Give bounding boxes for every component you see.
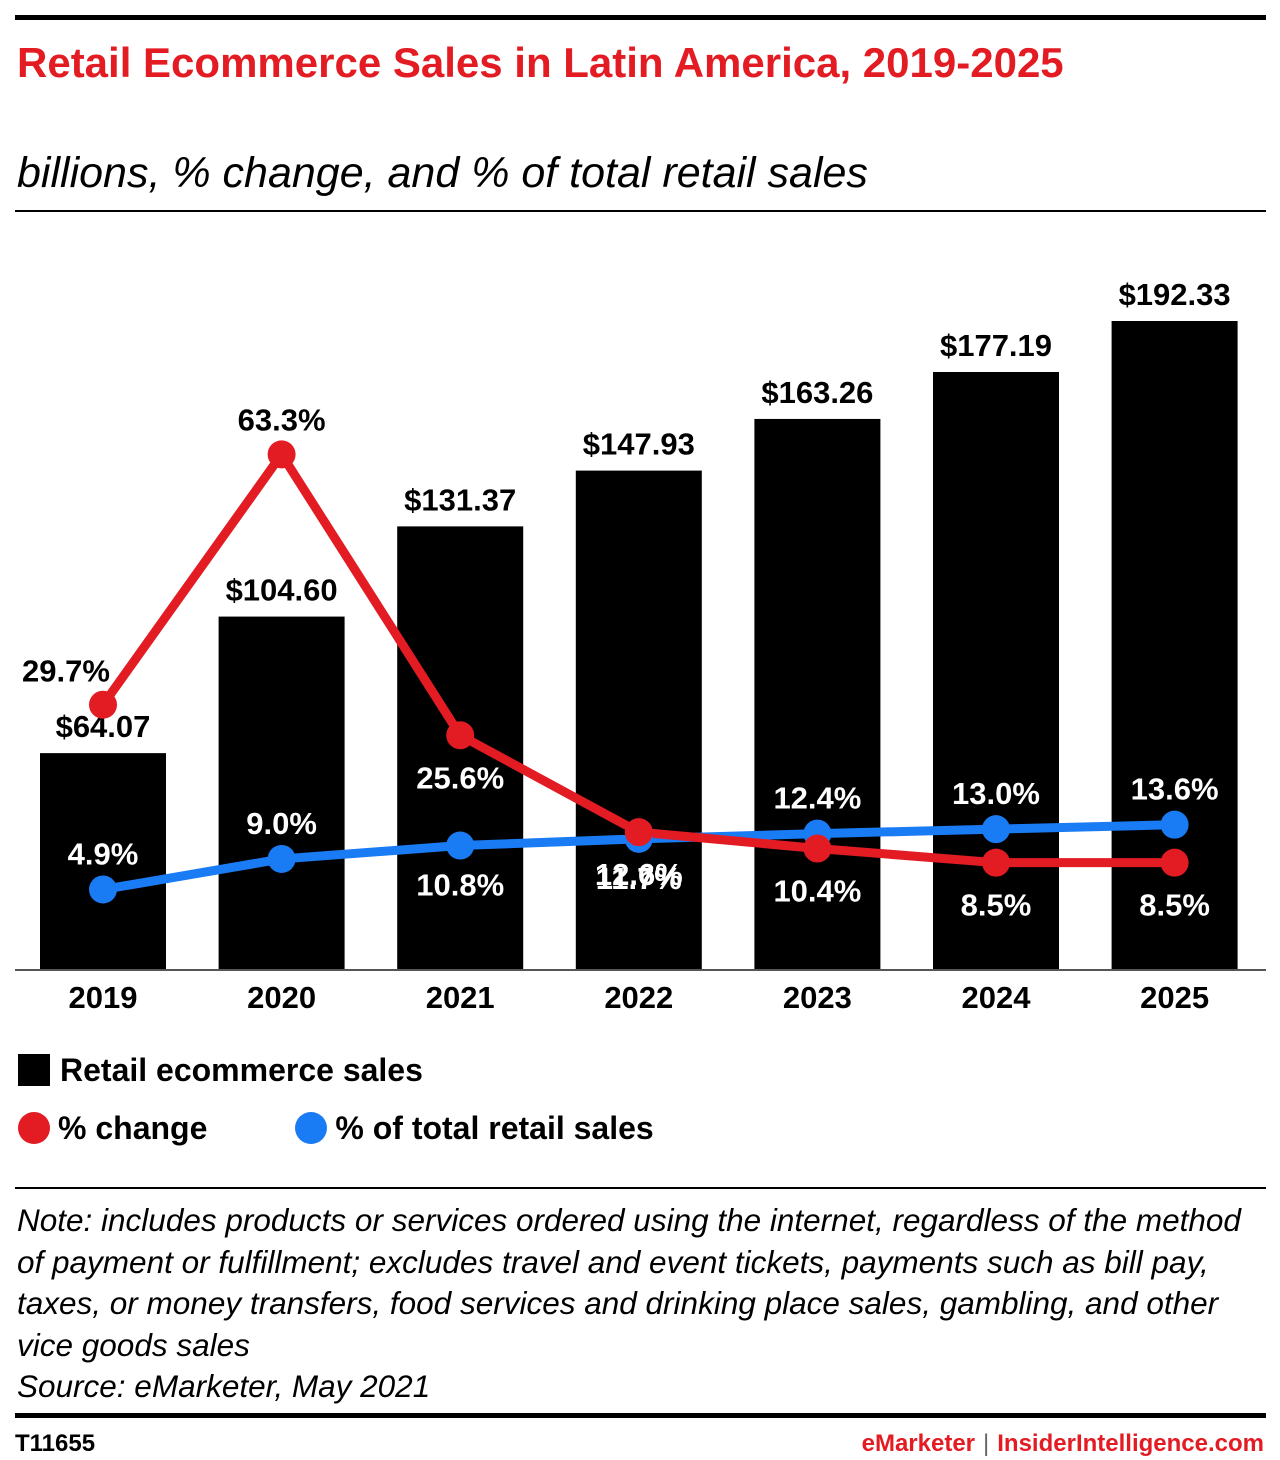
subtitle-rule [15,210,1266,212]
share-label-2019: 4.9% [68,836,139,871]
brand-emarketer: eMarketer [861,1430,976,1457]
share-label-2021: 10.8% [416,868,504,903]
legend-swatch-sales [18,1054,50,1086]
bar-label-2025: $192.33 [1119,277,1231,312]
bar-label-2021: $131.37 [404,482,516,517]
note-text: Note: includes products or services orde… [17,1202,1241,1404]
legend-item-share: % of total retail sales [295,1110,654,1146]
change-label-2024: 8.5% [961,888,1032,923]
share-label-2024: 13.0% [952,776,1040,811]
share-point-2025 [1160,810,1189,839]
change-label-2019: 29.7% [22,654,110,689]
x-tick-2019: 2019 [69,980,138,1015]
chart-subtitle: billions, % change, and % of total retai… [17,149,868,197]
share-label-2023: 12.4% [773,781,861,816]
brand-insiderintelligence: InsiderIntelligence.com [997,1430,1264,1457]
bar-label-2022: $147.93 [583,427,695,462]
share-point-2020 [267,844,296,873]
legend-row-1: Retail ecommerce sales [18,1052,511,1088]
change-point-2020 [267,440,296,469]
x-tick-2024: 2024 [962,980,1032,1015]
x-tick-2025: 2025 [1140,980,1209,1015]
share-label-2025: 13.6% [1131,772,1219,807]
x-tick-2021: 2021 [426,980,495,1015]
legend-item-change: % change [18,1110,207,1146]
note-rule [15,1187,1266,1189]
change-label-2021: 25.6% [416,760,504,795]
x-tick-2020: 2020 [247,980,316,1015]
brand-separator: | [983,1430,990,1457]
footer-rule [15,1413,1266,1418]
bar-2020 [218,616,345,969]
share-point-2024 [982,815,1010,844]
bar-label-2023: $163.26 [761,375,873,410]
change-label-2022: 12.6% [595,857,683,892]
share-point-2021 [446,831,475,860]
share-point-2019 [89,875,117,904]
legend-item-sales: Retail ecommerce sales [18,1052,423,1088]
share-label-2022: 11.7% [596,861,682,896]
chart-id: T11655 [15,1430,96,1457]
chart-area: $64.07$104.60$131.37$147.93$163.26$177.1… [15,277,1266,1015]
chart-title: Retail Ecommerce Sales in Latin America,… [17,39,1064,86]
legend-swatch-change [18,1112,50,1144]
change-point-2024 [982,848,1010,877]
change-point-2023 [803,834,832,863]
bar-2022 [575,470,702,969]
change-point-2022 [624,818,653,847]
change-label-2025: 8.5% [1139,888,1210,923]
legend-row-2: % change % of total retail sales [18,1110,742,1146]
bar-label-2020: $104.60 [226,573,338,608]
bar-2023 [754,418,881,970]
top-rule [15,15,1266,20]
change-label-2023: 10.4% [773,874,861,909]
share-label-2020: 9.0% [246,806,317,841]
x-tick-2022: 2022 [604,980,673,1015]
bar-label-2024: $177.19 [940,328,1052,363]
legend-label-sales: Retail ecommerce sales [60,1052,423,1088]
x-tick-2023: 2023 [783,980,852,1015]
change-point-2019 [89,690,117,719]
change-point-2021 [446,721,475,750]
legend-label-share: % of total retail sales [335,1110,654,1146]
change-point-2025 [1160,848,1189,877]
legend-swatch-share [295,1112,328,1144]
bar-2024 [933,372,1059,969]
footer-brand: eMarketer | InsiderIntelligence.com [862,1429,1264,1459]
change-label-2020: 63.3% [238,402,326,437]
bar-2019 [40,753,166,969]
legend-label-change: % change [58,1110,208,1146]
